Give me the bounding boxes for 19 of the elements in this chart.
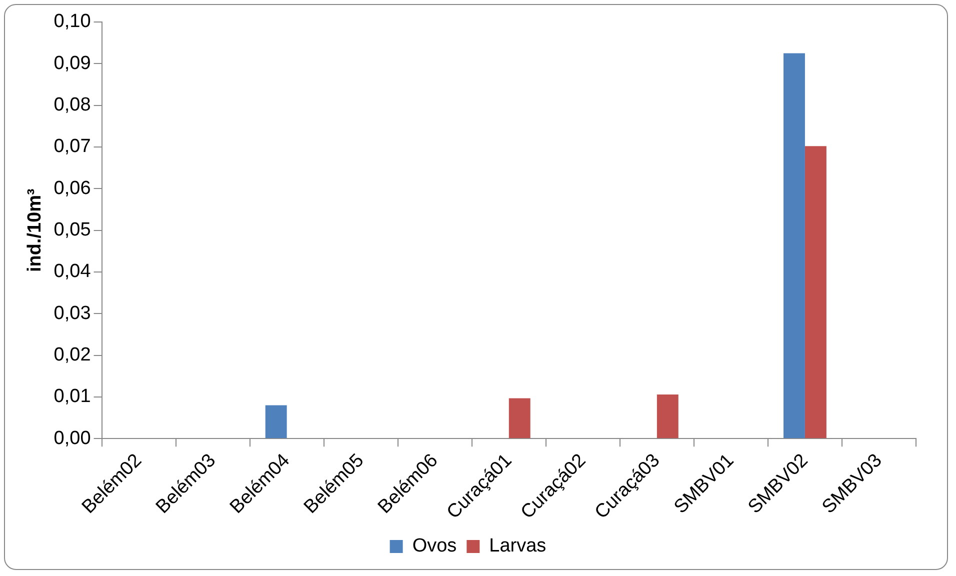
bar xyxy=(656,394,678,438)
y-tick-label: 0,02 xyxy=(54,344,91,366)
y-tick-label: 0,05 xyxy=(54,220,91,241)
y-tick-label: 0,03 xyxy=(54,302,91,324)
y-tick-label: 0,10 xyxy=(54,11,91,32)
y-tick-label: 0,08 xyxy=(54,94,91,116)
y-tick-label: 0,04 xyxy=(54,261,92,282)
y-tick-label: 0,06 xyxy=(54,178,91,199)
bar xyxy=(508,398,530,438)
y-tick-label: 0,09 xyxy=(54,52,91,74)
y-axis-title: ind./10m³ xyxy=(24,188,46,272)
bar xyxy=(804,146,826,438)
bar xyxy=(784,53,805,438)
legend-label: Ovos xyxy=(412,536,457,557)
y-tick-label: 0,07 xyxy=(54,136,91,158)
legend-label: Larvas xyxy=(489,536,546,557)
y-tick-label: 0,01 xyxy=(54,386,91,408)
y-tick-label: 0,00 xyxy=(54,428,91,449)
bar xyxy=(265,405,287,438)
